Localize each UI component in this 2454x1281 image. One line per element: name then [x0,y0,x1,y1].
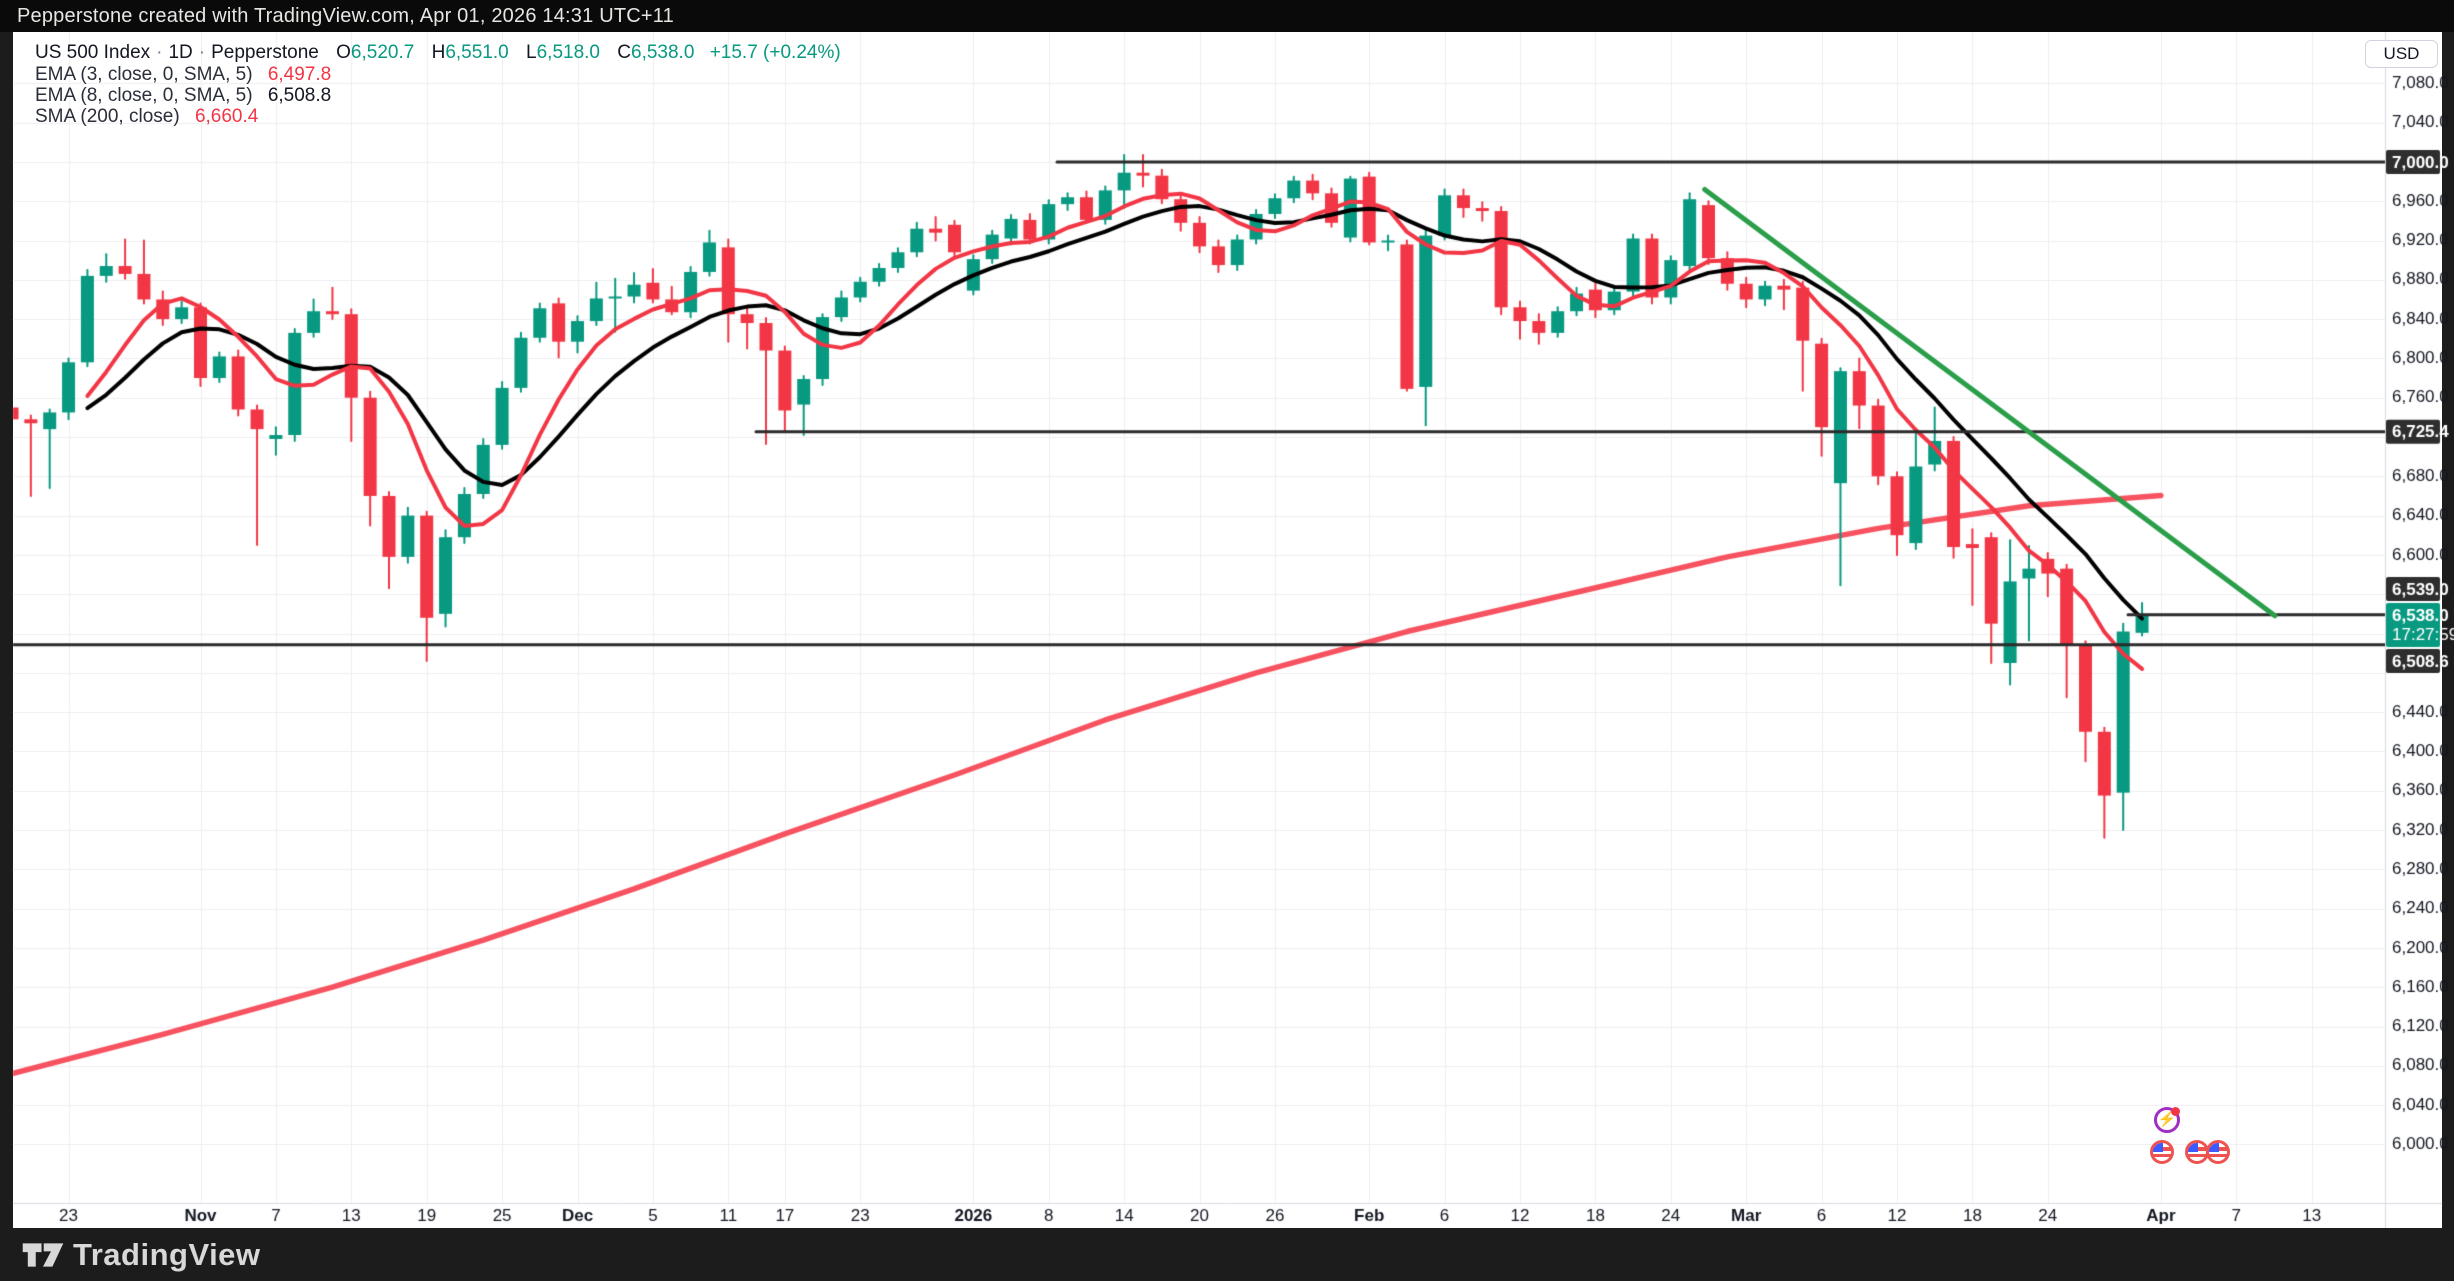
footer-bar: TradingView [0,1228,2454,1281]
tradingview-logo[interactable]: TradingView [22,1237,261,1273]
indicator-value: 6,497.8 [267,64,332,85]
interval-label: 1D [168,42,193,63]
ohlc-high: H6,551.0 [431,42,509,63]
indicator-value: 6,660.4 [194,106,259,127]
ohlc-open: O6,520.7 [336,42,415,63]
indicator-row-sma200: SMA (200, close) 6,660.4 [35,106,259,127]
economic-event-lightning-icon[interactable]: ⚡ [2154,1107,2180,1133]
legend: US 500 Index · 1D · Pepperstone O6,520.7 H6,… [35,42,841,127]
change-badge: +15.7 (+0.24%) [709,42,841,63]
watermark-bar: Pepperstone created with TradingView.com… [0,0,2454,32]
symbol-row: US 500 Index · 1D · Pepperstone O6,520.7 H6,… [35,42,841,63]
indicator-value: 6,508.8 [267,85,332,106]
indicator-row-ema8: EMA (8, close, 0, SMA, 5) 6,508.8 [35,85,332,106]
separator-dot: · [198,42,206,63]
provider-label: Pepperstone [211,42,319,63]
indicator-row-ema3: EMA (3, close, 0, SMA, 5) 6,497.8 [35,64,332,85]
tradingview-logo-text: TradingView [73,1236,261,1272]
currency-button[interactable]: USD [2365,40,2438,68]
symbol-title: US 500 Index [35,42,151,63]
ohlc-close: C6,538.0 [617,42,695,63]
ohlc-low: L6,518.0 [526,42,600,63]
tradingview-logo-icon [22,1242,64,1267]
watermark-text: Pepperstone created with TradingView.com… [17,4,674,27]
us-economic-event-flag-icon[interactable] [2150,1140,2174,1164]
separator-dot: · [156,42,163,63]
us-economic-event-flag-icon[interactable] [2206,1140,2230,1164]
